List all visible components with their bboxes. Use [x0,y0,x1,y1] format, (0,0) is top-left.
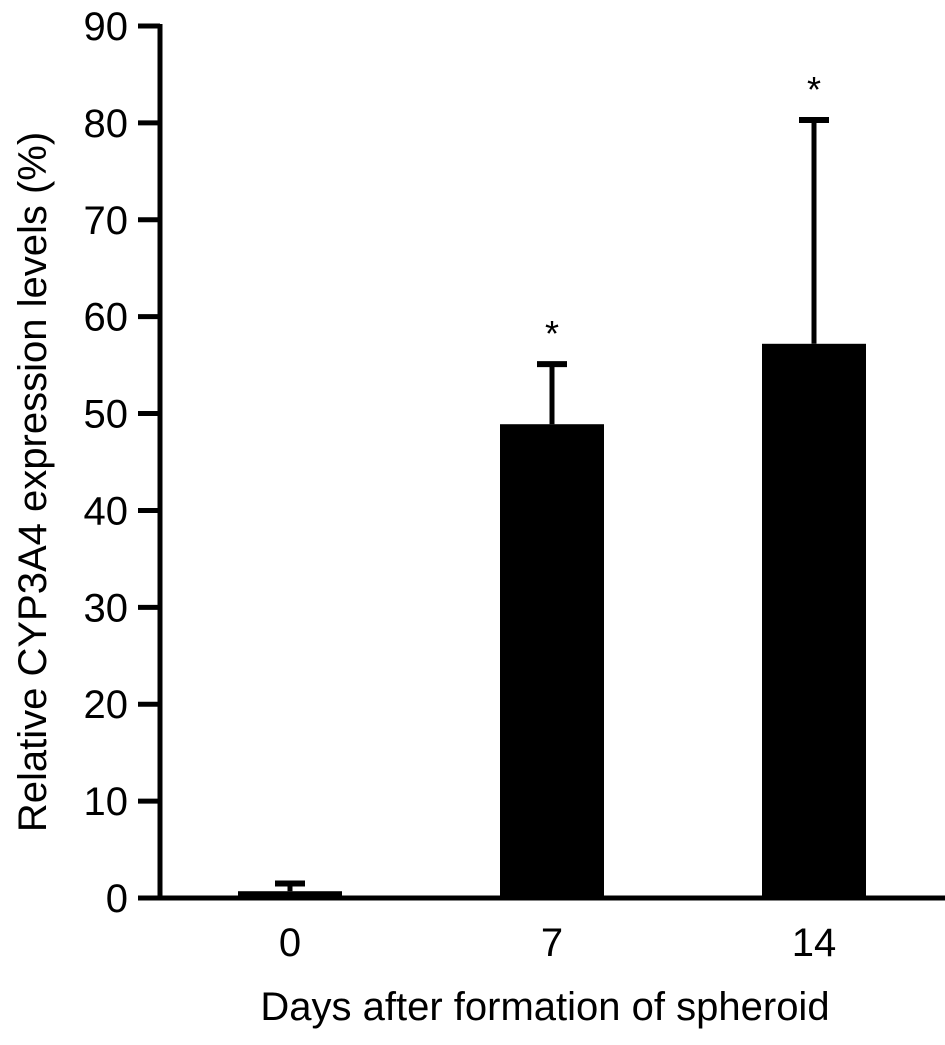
bars [238,343,866,899]
y-tick-label: 50 [84,393,129,437]
bar-day-0 [238,891,342,898]
y-tick-label: 40 [84,489,129,533]
y-tick-label: 80 [84,102,129,146]
bar-day-14 [762,343,866,899]
bar-day-7 [500,424,604,898]
y-axis-title: Relative CYP3A4 expression levels (%) [11,132,55,832]
y-tick-label: 90 [84,5,129,49]
x-category-label-day-7: 7 [541,921,563,965]
error-bars [275,116,829,892]
significance-markers: ** [545,69,821,354]
y-tick-label: 10 [84,780,129,824]
significance-asterisk-day-7: * [545,313,559,354]
x-category-label-day-0: 0 [279,921,301,965]
x-category-label-day-14: 14 [792,921,837,965]
y-tick-label: 0 [106,877,128,921]
y-axis-ticks: 0 10 20 30 40 50 60 70 80 90 [84,5,160,921]
y-tick-label: 30 [84,586,129,630]
x-axis-title: Days after formation of spheroid [260,985,829,1029]
y-tick-label: 60 [84,296,129,340]
y-tick-label: 20 [84,683,129,727]
y-tick-label: 70 [84,199,129,243]
significance-asterisk-day-14: * [807,69,821,110]
x-axis-category-labels: 0 7 14 [279,921,836,965]
